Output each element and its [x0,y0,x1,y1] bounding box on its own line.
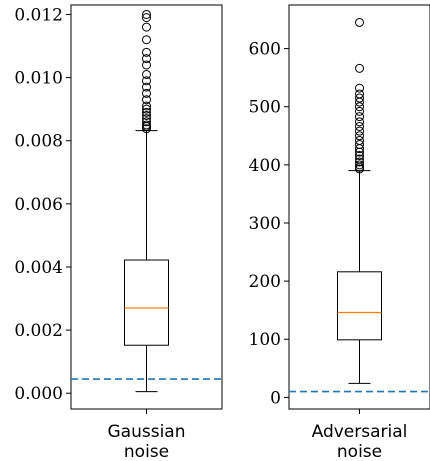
y-tick-label: 0.000 [14,384,63,404]
iqr-box [124,259,169,346]
panel-gaussian-noise: 0.000 0.002 0.004 0.006 0.008 0.010 0.012 Gauss… [14,4,223,461]
y-tick-label: 100 [249,330,281,350]
y-tick-label: 0.004 [14,258,63,278]
outlier-point [142,101,151,111]
category-label: Gaussian [108,422,186,442]
outlier-point [355,106,364,116]
outlier-point [142,88,151,98]
y-tick-label: 300 [249,214,281,234]
outlier-point [142,95,151,105]
outlier-point [355,160,364,170]
iqr-box [337,271,382,341]
outlier-point [142,69,151,79]
outlier-point [355,131,364,141]
outlier-point [355,140,364,150]
outlier-point [355,83,364,93]
outlier-point [142,107,151,117]
y-tick-label: 400 [249,156,281,176]
outlier-point [355,17,364,27]
outlier-point [142,9,151,19]
outlier-point [142,120,151,130]
outlier-point [142,47,151,57]
outlier-point [142,13,151,23]
outlier-point [142,35,151,45]
outlier-point [142,76,151,86]
outlier-point [355,121,364,131]
outlier-point [355,154,364,164]
y-tick-label: 600 [249,40,281,60]
y-tick-label: 0.012 [14,5,63,25]
outlier-point [142,104,151,114]
y-tick-label: 0.010 [14,69,63,89]
y-tick-label: 0.006 [14,195,63,215]
outlier-point [355,157,364,167]
y-tick-label: 200 [249,272,281,292]
y-tick-label: 0.002 [14,321,63,341]
outlier-point [142,114,151,124]
y-tick-label: 0 [270,388,281,408]
y-tick-label: 0.008 [14,132,63,152]
outlier-point [355,151,364,161]
outlier-point [355,102,364,112]
outlier-point [355,117,364,127]
outlier-point [355,112,364,122]
outlier-point [142,60,151,70]
outlier-point [142,124,151,134]
outlier-point [142,117,151,127]
category-label: noise [124,442,169,461]
category-label: Adversarial [312,422,408,442]
category-label: noise [337,442,382,461]
y-tick-label: 500 [249,98,281,118]
outlier-point [142,110,151,120]
outlier-point [355,89,364,99]
outlier-point [142,54,151,64]
outlier-point [142,82,151,92]
outlier-point [355,63,364,73]
outlier-point [142,22,151,32]
outlier-point [355,93,364,103]
outlier-point [355,126,364,136]
outlier-point [355,135,364,145]
